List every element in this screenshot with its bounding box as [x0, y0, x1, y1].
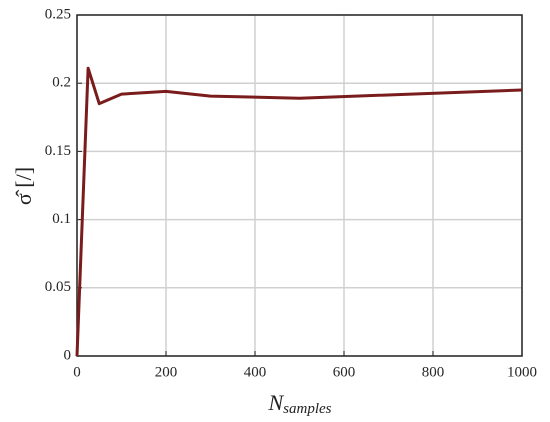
x-tick-label: 1000: [507, 364, 537, 380]
x-tick-label: 600: [333, 364, 356, 380]
x-tick-label: 400: [244, 364, 267, 380]
x-tick-label: 0: [73, 364, 81, 380]
x-tick-label: 800: [422, 364, 445, 380]
y-tick-label: 0: [64, 347, 72, 363]
y-tick-label: 0.05: [45, 279, 71, 295]
x-label-main: N: [267, 390, 284, 415]
x-tick-label: 200: [155, 364, 178, 380]
y-tick-label: 0.2: [52, 75, 71, 91]
y-axis-label: σ̂ [/]: [11, 167, 36, 205]
x-label-subscript: samples: [283, 401, 331, 417]
y-tick-label: 0.15: [45, 143, 71, 159]
y-tick-label: 0.25: [45, 6, 71, 22]
y-tick-label: 0.1: [52, 211, 71, 227]
x-axis-label: Nsamples: [267, 390, 331, 417]
data-line: [75, 66, 523, 357]
axes-box: [76, 14, 523, 357]
